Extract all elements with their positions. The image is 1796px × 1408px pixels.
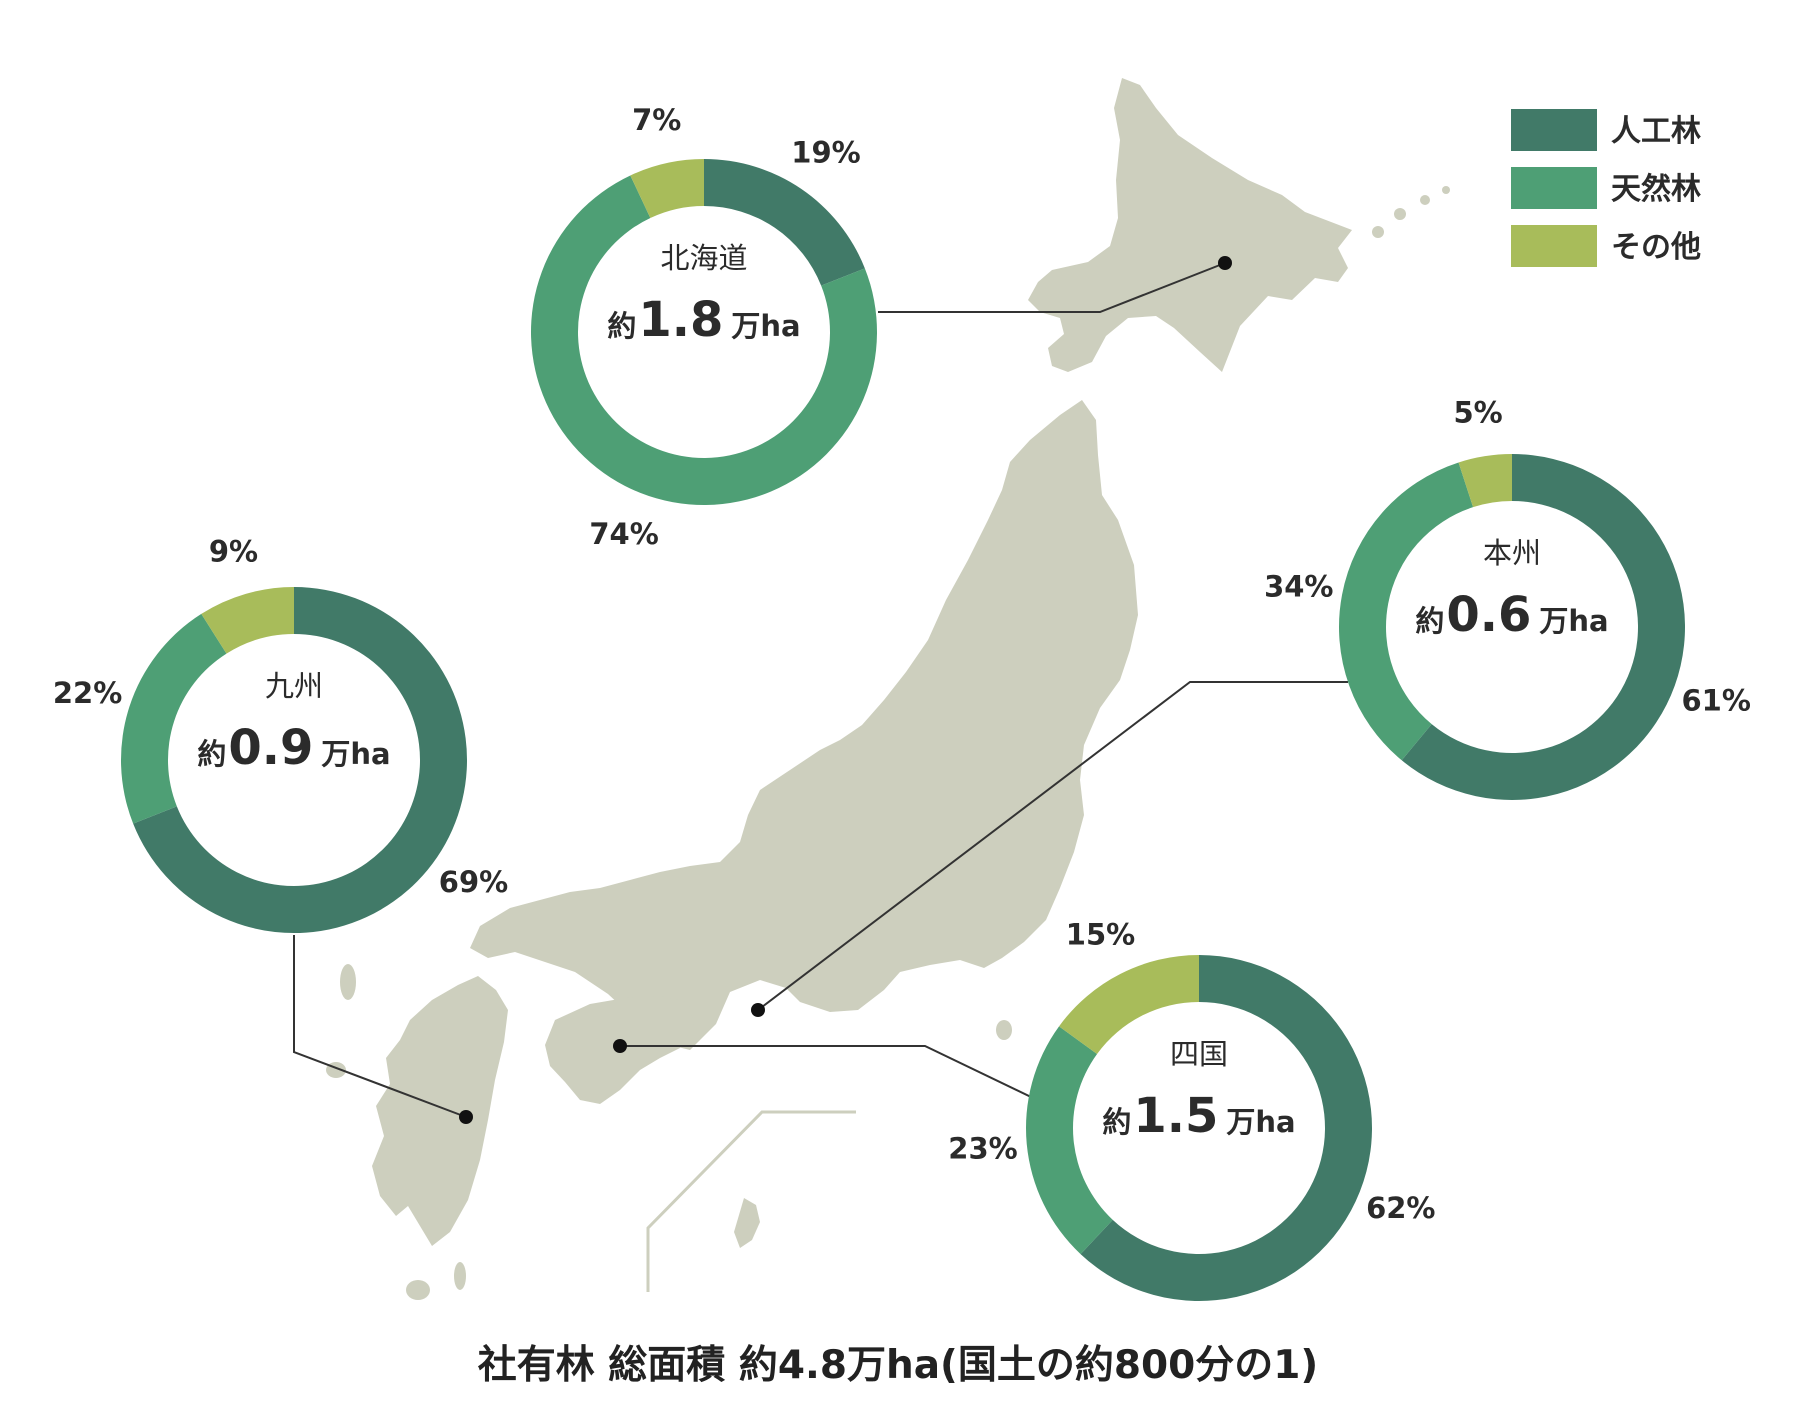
region-total-prefix: 約 bbox=[1102, 1105, 1131, 1139]
region-total-unit: 万ha bbox=[1539, 604, 1608, 638]
donut-slice-honshu-other bbox=[1458, 454, 1512, 508]
legend-swatch-natural bbox=[1511, 167, 1597, 209]
percent-label-kyushu-artificial: 69% bbox=[439, 865, 508, 899]
percent-label-shikoku-artificial: 62% bbox=[1366, 1191, 1435, 1225]
region-total-value: 1.5 bbox=[1133, 1088, 1218, 1144]
izu-island bbox=[996, 1020, 1012, 1040]
region-name-honshu: 本州 bbox=[1483, 536, 1541, 570]
donut-slice-hokkaido-artificial bbox=[704, 159, 865, 286]
location-dot-hokkaido bbox=[1218, 256, 1232, 270]
percent-label-hokkaido-natural: 74% bbox=[589, 517, 658, 551]
inset-frame bbox=[646, 1110, 856, 1292]
percent-label-honshu-artificial: 61% bbox=[1681, 684, 1750, 718]
tsushima-island bbox=[340, 964, 356, 1000]
donut-slice-kyushu-other bbox=[201, 587, 294, 654]
percent-label-hokkaido-artificial: 19% bbox=[791, 136, 860, 170]
kuril-island-2 bbox=[1394, 208, 1406, 220]
donut-slice-hokkaido-other bbox=[630, 159, 704, 218]
percent-label-kyushu-natural: 22% bbox=[53, 676, 122, 710]
kuril-island-3 bbox=[1420, 195, 1430, 205]
region-name-shikoku: 四国 bbox=[1170, 1037, 1228, 1071]
donut-slice-shikoku-artificial bbox=[1080, 955, 1372, 1301]
legend-label-natural: 天然林 bbox=[1611, 172, 1701, 207]
percent-label-kyushu-other: 9% bbox=[209, 535, 258, 569]
location-dot-honshu bbox=[751, 1003, 765, 1017]
leader-line-shikoku bbox=[620, 1045, 1059, 1111]
percent-label-hokkaido-other: 7% bbox=[632, 103, 681, 137]
okinawa-island bbox=[734, 1198, 760, 1248]
percent-label-shikoku-other: 15% bbox=[1066, 918, 1135, 952]
location-dot-kyushu bbox=[459, 1110, 473, 1124]
region-total-honshu: 約0.6 万ha bbox=[1415, 587, 1608, 643]
region-total-value: 0.9 bbox=[228, 720, 313, 776]
region-total-unit: 万ha bbox=[731, 309, 800, 343]
leader-line-kyushu bbox=[293, 935, 467, 1118]
hokkaido-island bbox=[1028, 78, 1352, 372]
percent-label-honshu-natural: 34% bbox=[1264, 569, 1333, 603]
leader-line-hokkaido bbox=[878, 262, 1226, 313]
donut-slice-shikoku-natural bbox=[1026, 1026, 1113, 1255]
donut-slice-shikoku-other bbox=[1059, 955, 1199, 1054]
yakushima-island bbox=[406, 1280, 430, 1300]
japan-map bbox=[326, 78, 1450, 1300]
region-total-prefix: 約 bbox=[1415, 604, 1444, 638]
oki-island bbox=[818, 754, 838, 778]
region-total-unit: 万ha bbox=[321, 737, 390, 771]
region-total-prefix: 約 bbox=[197, 737, 226, 771]
honshu-island bbox=[470, 400, 1138, 1050]
region-total-value: 1.8 bbox=[638, 292, 723, 348]
percent-label-shikoku-natural: 23% bbox=[948, 1131, 1017, 1165]
leader-lines bbox=[293, 262, 1348, 1118]
kuril-island-4 bbox=[1442, 186, 1450, 194]
region-total-prefix: 約 bbox=[607, 309, 636, 343]
region-total-unit: 万ha bbox=[1226, 1105, 1295, 1139]
donut-slice-kyushu-natural bbox=[121, 613, 227, 824]
legend-label-other: その他 bbox=[1611, 230, 1701, 265]
location-dot-shikoku bbox=[613, 1039, 627, 1053]
leader-line-honshu bbox=[757, 681, 1348, 1011]
chart-caption: 社有林 総面積 約4.8万ha(国土の約800分の1) bbox=[478, 1343, 1319, 1388]
region-total-shikoku: 約1.5 万ha bbox=[1102, 1088, 1295, 1144]
legend: 人工林 天然林 その他 bbox=[1511, 109, 1701, 267]
sado-island bbox=[906, 680, 930, 720]
legend-swatch-artificial bbox=[1511, 109, 1597, 151]
kyushu-island bbox=[372, 976, 508, 1246]
legend-swatch-other bbox=[1511, 225, 1597, 267]
region-total-hokkaido: 約1.8 万ha bbox=[607, 292, 800, 348]
kuril-island-1 bbox=[1372, 226, 1384, 238]
donut-slice-honshu-artificial bbox=[1401, 454, 1686, 800]
region-name-hokkaido: 北海道 bbox=[660, 241, 747, 275]
region-name-kyushu: 九州 bbox=[265, 669, 323, 703]
legend-label-artificial: 人工林 bbox=[1611, 114, 1701, 149]
region-total-value: 0.6 bbox=[1446, 587, 1531, 643]
tanegashima-island bbox=[454, 1262, 466, 1290]
percent-label-honshu-other: 5% bbox=[1453, 396, 1502, 430]
donut-slice-honshu-natural bbox=[1339, 462, 1474, 761]
region-total-kyushu: 約0.9 万ha bbox=[197, 720, 390, 776]
location-dots bbox=[459, 256, 1232, 1124]
